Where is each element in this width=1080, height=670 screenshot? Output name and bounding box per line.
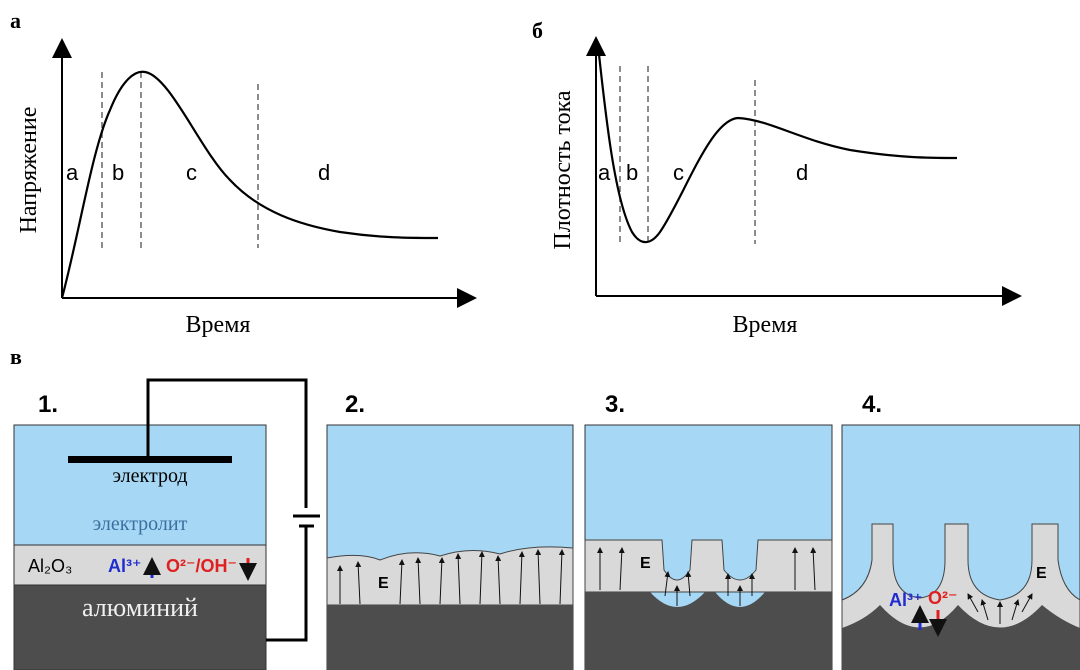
aluminium xyxy=(327,605,573,670)
current-curve xyxy=(596,44,958,244)
region-label: d xyxy=(796,160,808,185)
aluminium xyxy=(842,605,1080,670)
field-label: E xyxy=(640,555,651,572)
y-axis-label: Напряжение xyxy=(16,107,42,234)
cation-label: Al³⁺ xyxy=(108,556,142,576)
field-label: E xyxy=(1036,565,1047,582)
anion-label: O²⁻/OH⁻ xyxy=(166,556,237,576)
y-axis-label: Плотность тока xyxy=(550,90,576,249)
cation-label: Al³⁺ xyxy=(889,590,923,610)
step-label: 4. xyxy=(862,391,882,418)
x-axis-label: Время xyxy=(186,312,251,338)
aluminium xyxy=(13,584,267,670)
circuit xyxy=(146,378,320,642)
region-label: a xyxy=(66,160,79,185)
field-lines xyxy=(597,547,817,606)
metal-label: алюминий xyxy=(82,593,198,622)
region-label: b xyxy=(626,160,638,185)
region-label: d xyxy=(318,160,330,185)
oxide-layer xyxy=(13,544,267,586)
step-label: 1. xyxy=(38,391,58,418)
electrode xyxy=(68,456,232,463)
step-label: 2. xyxy=(345,391,365,418)
oxide-layer xyxy=(326,546,574,606)
region-label: b xyxy=(112,160,124,185)
field-lines xyxy=(337,549,565,605)
oxide-label: Al₂O₃ xyxy=(28,556,72,576)
region-label: c xyxy=(673,160,684,185)
voltage-curve xyxy=(60,70,439,299)
field-lines xyxy=(967,593,1033,624)
aluminium xyxy=(585,592,832,670)
electrode-label: электрод xyxy=(112,465,187,487)
step-label: 3. xyxy=(605,391,625,418)
x-axis-label: Время xyxy=(733,312,798,338)
electrolyte xyxy=(13,424,267,546)
region-label: c xyxy=(186,160,197,185)
oxide-layer xyxy=(584,539,833,593)
anion-label: O²⁻ xyxy=(928,588,958,608)
field-label: E xyxy=(378,575,389,592)
panel-label: в xyxy=(10,344,22,369)
panel-label: а xyxy=(10,8,21,33)
panel-label: б xyxy=(532,18,543,43)
region-label: a xyxy=(598,160,611,185)
electrolyte-label: электролит xyxy=(93,513,188,535)
